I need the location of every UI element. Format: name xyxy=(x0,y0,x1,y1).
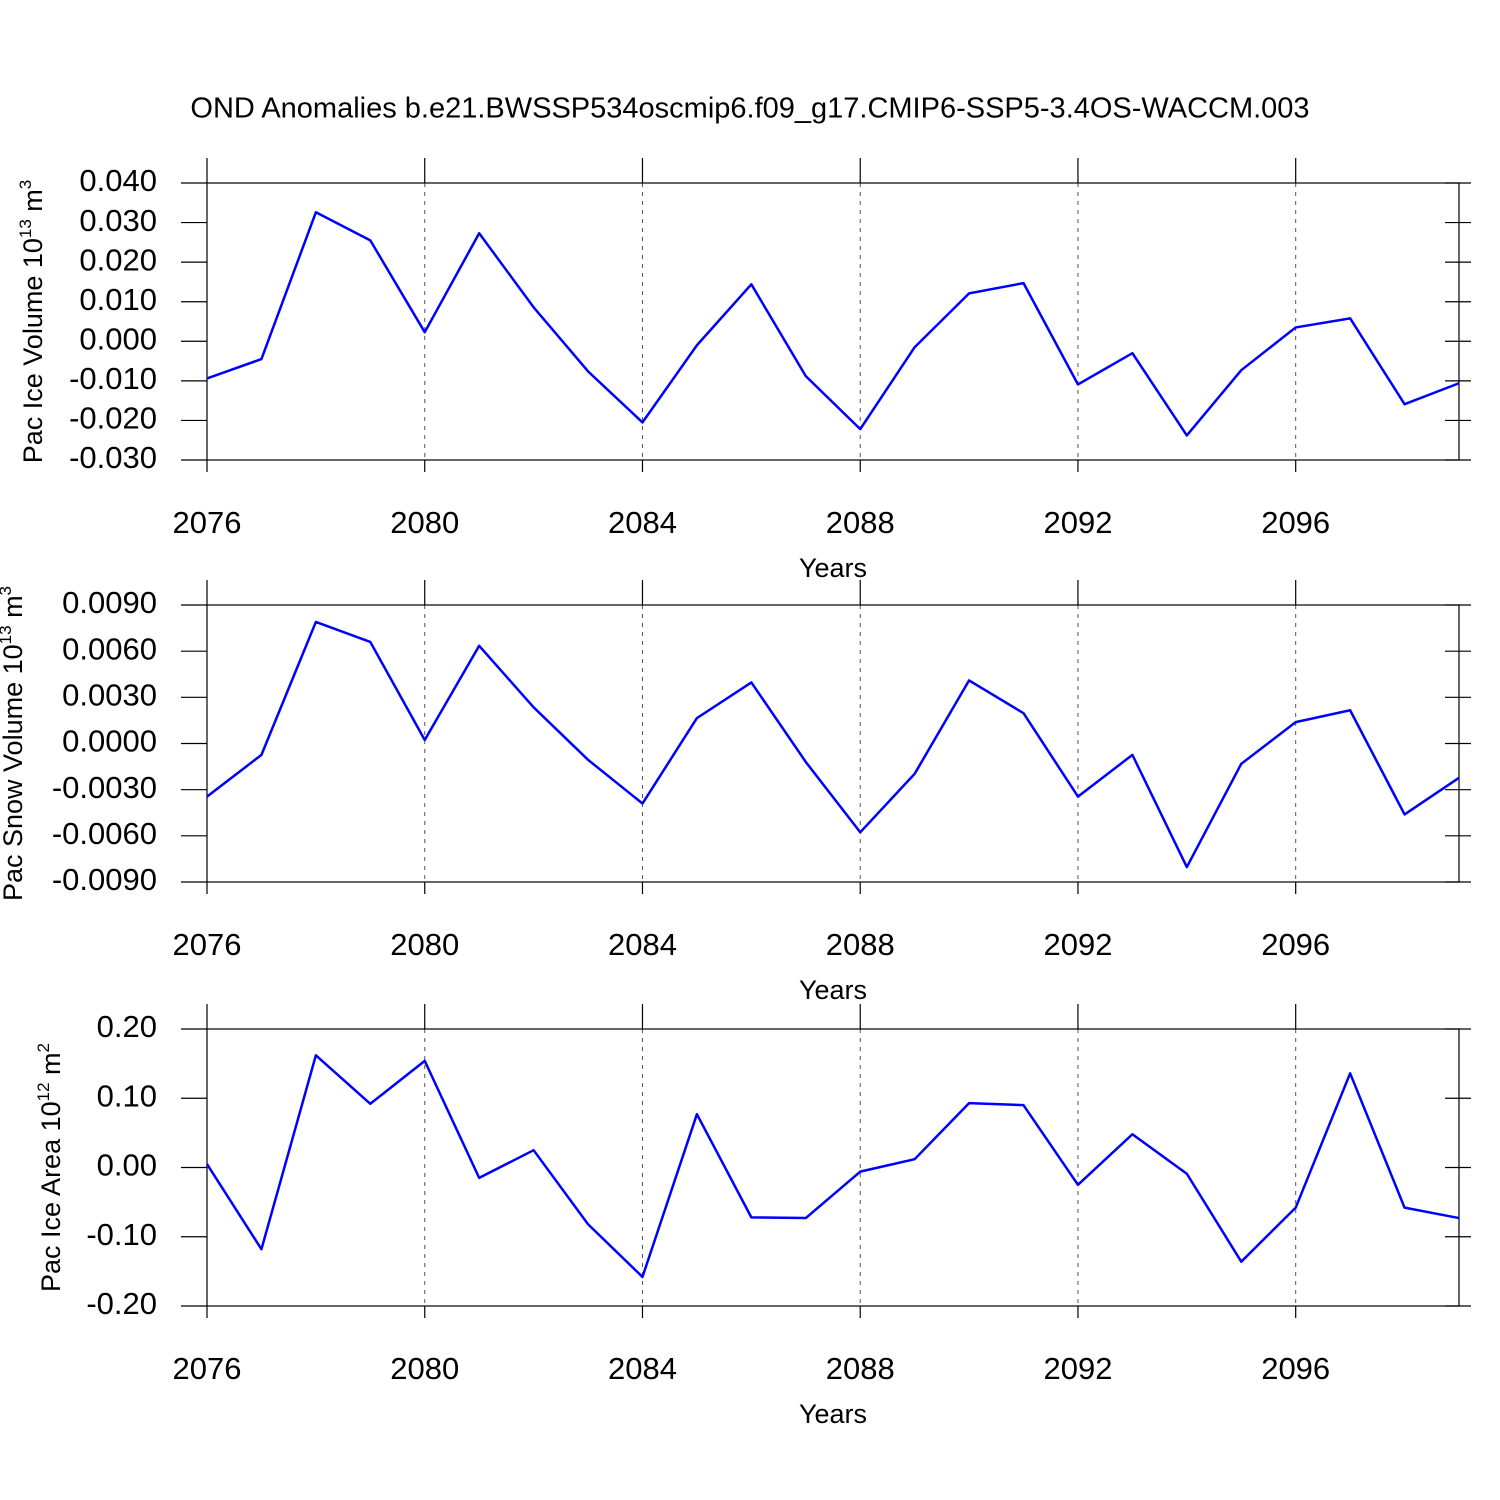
x-tick-label: 2092 xyxy=(1043,505,1112,540)
y-tick-label: 0.030 xyxy=(79,203,157,238)
y-tick-label: 0.0000 xyxy=(62,724,157,759)
y-axis-label-part: Pac Ice Area 10 xyxy=(36,1101,66,1292)
x-tick-label: 2084 xyxy=(608,505,677,540)
x-tick-label: 2092 xyxy=(1043,927,1112,962)
y-axis-label-part: 3 xyxy=(0,586,15,595)
x-tick-label: 2088 xyxy=(826,927,895,962)
x-tick-label: 2096 xyxy=(1261,927,1330,962)
x-tick-label: 2076 xyxy=(173,927,242,962)
y-tick-label: 0.00 xyxy=(97,1148,157,1183)
x-tick-label: 2096 xyxy=(1261,505,1330,540)
y-axis-label: Pac Ice Volume 1013 m3 xyxy=(16,180,48,464)
y-tick-label: 0.010 xyxy=(79,282,157,317)
x-tick-label: 2088 xyxy=(826,505,895,540)
y-axis-label: Pac Snow Volume 1013 m3 xyxy=(0,586,28,901)
y-tick-label: -0.10 xyxy=(86,1217,157,1252)
y-tick-label: 0.10 xyxy=(97,1078,157,1113)
y-tick-label: -0.010 xyxy=(69,361,157,396)
y-tick-label: 0.0030 xyxy=(62,678,157,713)
plot-frame xyxy=(206,182,1460,461)
y-tick-label: 0.0060 xyxy=(62,631,157,666)
y-axis-label-part: m xyxy=(36,1052,66,1082)
x-tick-label: 2076 xyxy=(173,505,242,540)
y-tick-label: -0.030 xyxy=(69,440,157,475)
y-axis-label-part: m xyxy=(18,189,48,219)
y-tick-label: 0.20 xyxy=(97,1009,157,1044)
y-axis-label-part: 13 xyxy=(0,625,15,644)
y-axis-label-part: Pac Ice Volume 10 xyxy=(18,238,48,463)
x-axis-label: Years xyxy=(799,553,867,583)
y-tick-label: 0.020 xyxy=(79,242,157,277)
x-tick-label: 2084 xyxy=(608,927,677,962)
x-tick-label: 2080 xyxy=(390,1351,459,1386)
y-axis-label: Pac Ice Area 1012 m2 xyxy=(34,1043,66,1292)
y-tick-label: -0.020 xyxy=(69,401,157,436)
x-tick-label: 2080 xyxy=(390,927,459,962)
x-axis-label: Years xyxy=(799,1399,867,1429)
y-tick-label: 0.0090 xyxy=(62,585,157,620)
plot-frame xyxy=(206,1028,1460,1307)
y-tick-label: 0.040 xyxy=(79,163,157,198)
x-tick-label: 2076 xyxy=(173,1351,242,1386)
y-axis-label-part: 3 xyxy=(16,180,35,189)
data-line xyxy=(205,1054,1460,1279)
plot-frame xyxy=(206,604,1460,883)
y-tick-label: -0.20 xyxy=(86,1286,157,1321)
y-axis-label-part: Pac Snow Volume 10 xyxy=(0,644,28,901)
y-axis-label-part: 13 xyxy=(16,219,35,238)
x-axis-label: Years xyxy=(799,975,867,1005)
y-tick-label: 0.000 xyxy=(79,321,157,356)
x-tick-label: 2096 xyxy=(1261,1351,1330,1386)
data-line xyxy=(206,211,1460,437)
y-axis-label-part: m xyxy=(0,595,28,625)
y-axis-label-part: 12 xyxy=(34,1082,53,1101)
y-tick-label: -0.0060 xyxy=(52,816,157,851)
figure-title: OND Anomalies b.e21.BWSSP534oscmip6.f09_… xyxy=(190,93,1309,125)
x-tick-label: 2080 xyxy=(390,505,459,540)
y-axis-label-part: 2 xyxy=(34,1043,53,1052)
y-tick-label: -0.0030 xyxy=(52,770,157,805)
x-tick-label: 2084 xyxy=(608,1351,677,1386)
x-tick-label: 2088 xyxy=(826,1351,895,1386)
y-tick-label: -0.0090 xyxy=(52,862,157,897)
data-line xyxy=(206,620,1460,869)
x-tick-label: 2092 xyxy=(1043,1351,1112,1386)
